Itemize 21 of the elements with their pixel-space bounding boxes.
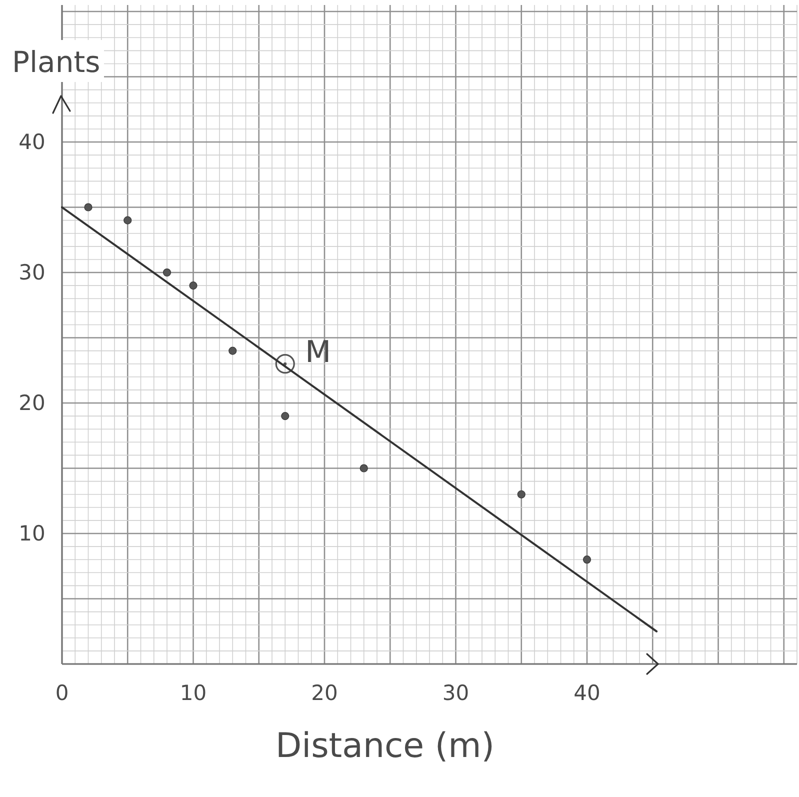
y-tick-label: 40 (18, 130, 46, 154)
x-tick-label: 0 (55, 681, 69, 705)
y-tick-label: 10 (18, 522, 46, 546)
series-label: M (305, 334, 332, 370)
point (124, 216, 132, 224)
x-tick-label: 10 (180, 681, 207, 705)
y-tick-label: 30 (18, 260, 46, 285)
y-axis-title: Plants (12, 45, 100, 79)
point (84, 203, 92, 212)
y-tick-label: 20 (18, 391, 46, 416)
x-tick-label: 40 (574, 681, 600, 705)
point (517, 490, 526, 498)
point (281, 412, 290, 420)
point (189, 282, 198, 290)
x-axis-title: Distance (m) (275, 726, 495, 766)
point (228, 346, 237, 355)
x-tick-label: 20 (311, 681, 338, 705)
point (162, 268, 172, 277)
point (360, 464, 368, 472)
x-tick-label: 30 (442, 681, 470, 705)
point (582, 556, 592, 564)
